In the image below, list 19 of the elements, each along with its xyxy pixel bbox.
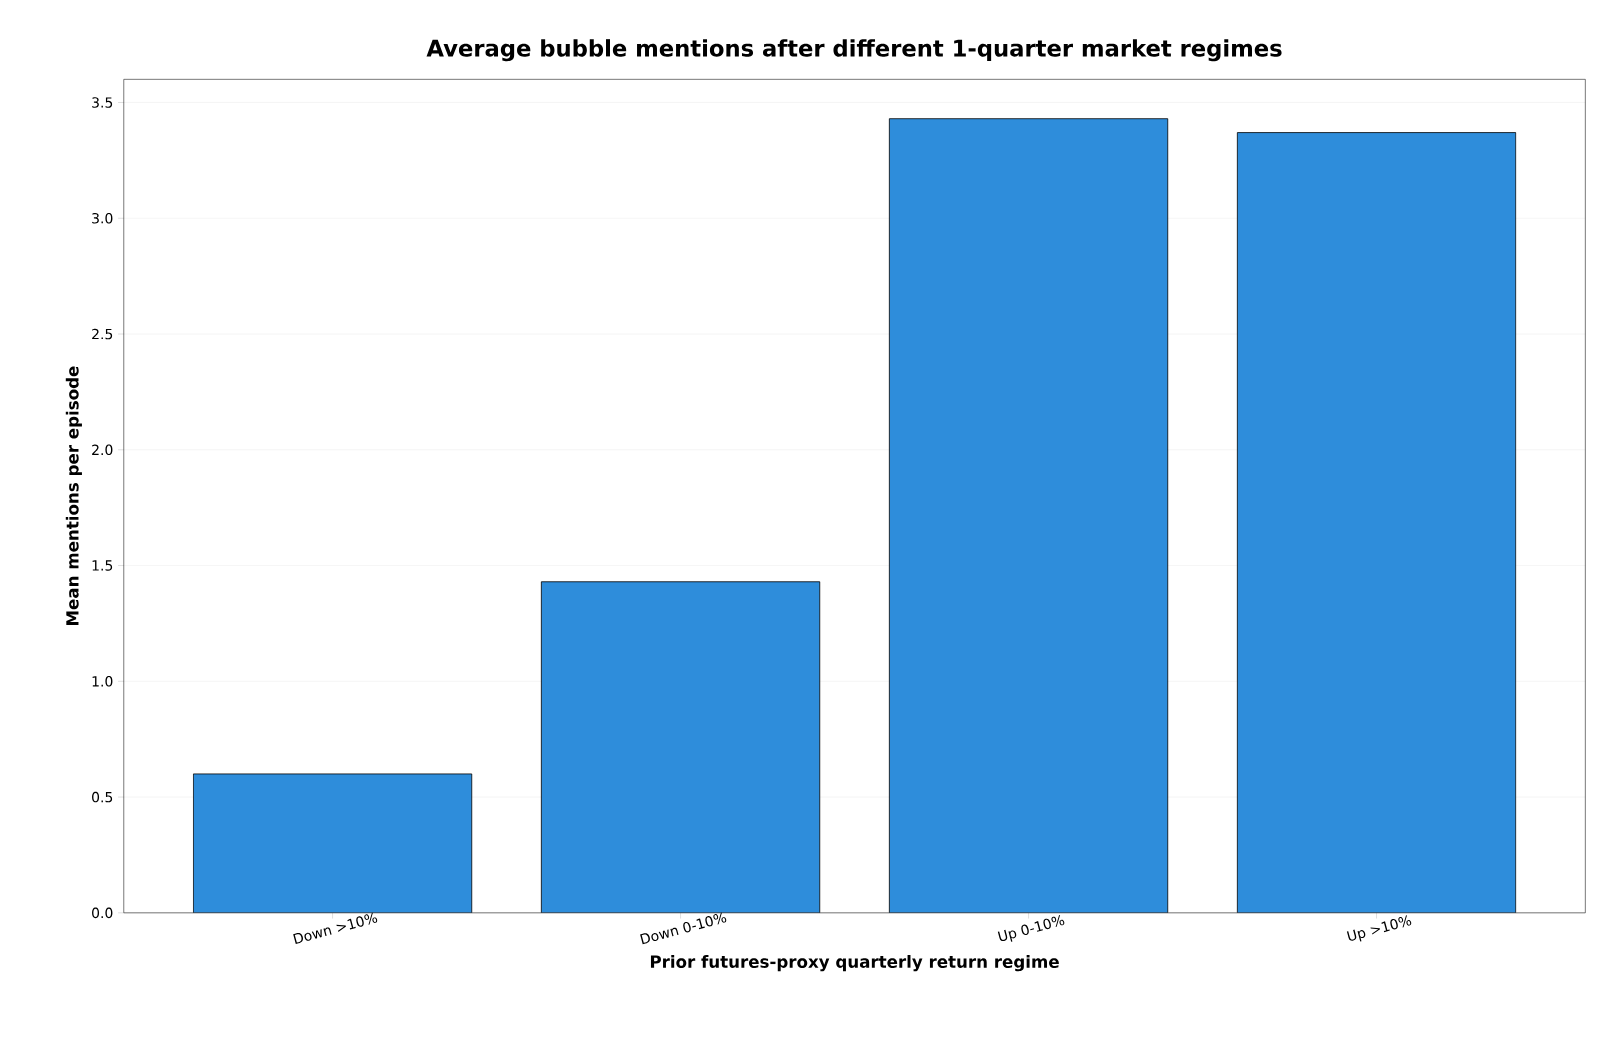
x-tick-label: Up >10% (1346, 915, 1412, 942)
y-tick-label: 3.0 (92, 212, 113, 224)
chart-title: Average bubble mentions after different 1-quarter market regimes (426, 39, 1282, 62)
bar (192, 773, 473, 913)
y-axis-title: Mean mentions per episode (65, 366, 82, 625)
y-tick-label: 1.5 (92, 560, 113, 571)
x-tick-label: Down >10% (293, 912, 378, 944)
y-tick-label: 0.5 (92, 791, 113, 803)
x-axis-title: Prior futures-proxy quarterly return regime (650, 954, 1059, 972)
y-tick-label: 2.5 (92, 328, 113, 340)
bar (540, 581, 821, 913)
y-tick-label: 1.0 (92, 675, 113, 687)
y-tick-label: 0.0 (92, 907, 113, 919)
y-tick-label: 3.5 (92, 97, 113, 108)
y-tick-label: 2.0 (92, 444, 113, 455)
bar (1236, 132, 1517, 913)
x-tick-label: Up 0-10% (997, 914, 1065, 942)
x-tick-label: Down 0-10% (640, 912, 727, 945)
bar (888, 118, 1169, 913)
